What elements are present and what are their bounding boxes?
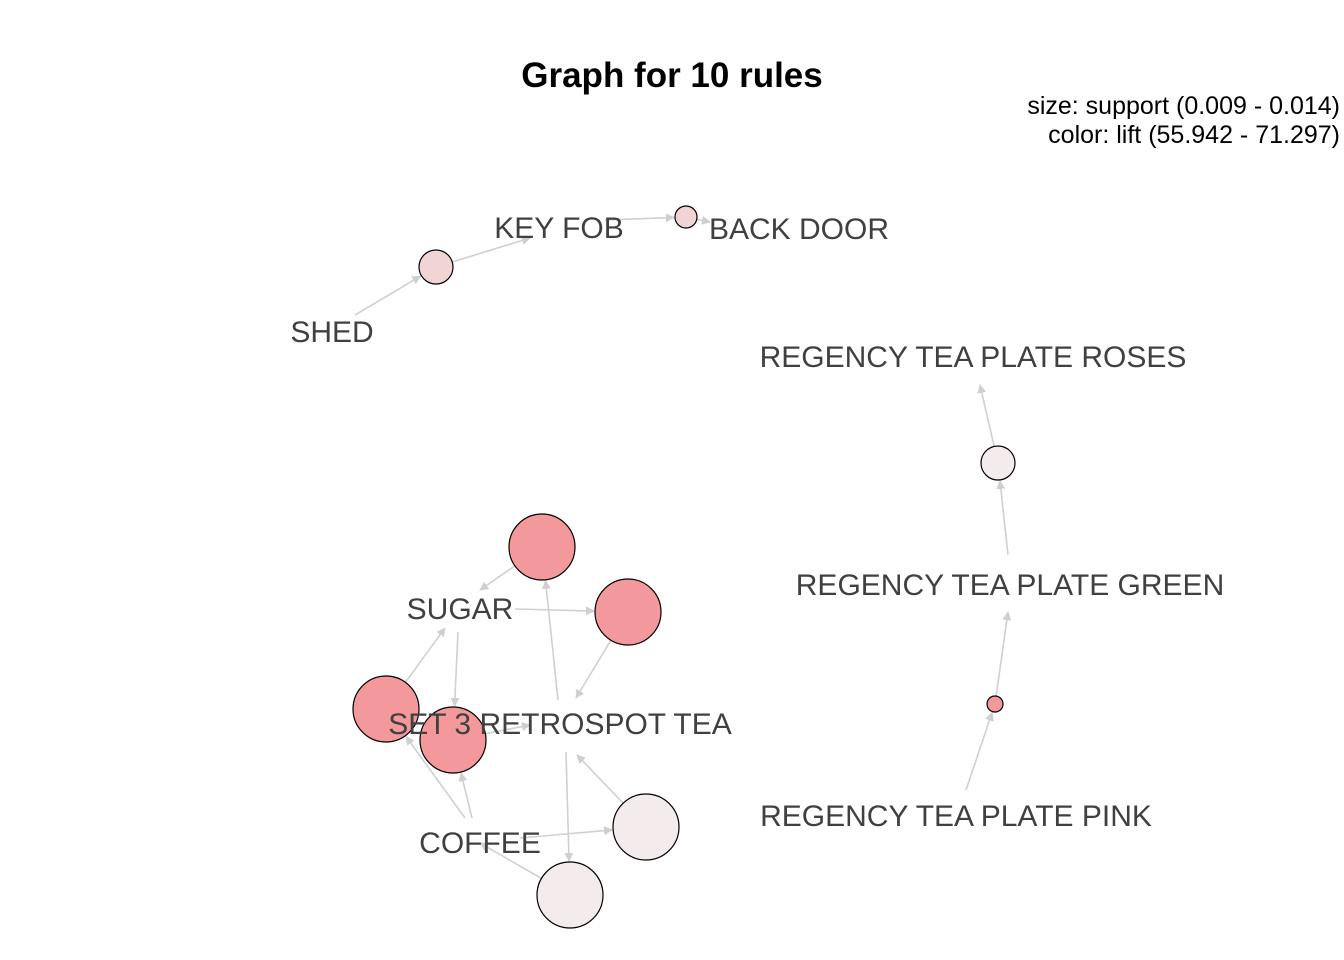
item-label-backdoor: BACK DOOR <box>709 213 889 246</box>
edge-coffee-to-r7 <box>405 735 466 819</box>
item-labels-layer: SHED KEY FOB BACK DOOR REGENCY TEA PLATE RO… <box>290 212 1224 860</box>
edge-r5-to-sugar <box>479 565 516 591</box>
edge-tea-to-r5 <box>541 579 559 701</box>
item-label-tea: SET 3 RETROSPOT TEA <box>388 708 731 741</box>
rule-node-r4 <box>986 695 1004 713</box>
edge-r6-to-tea <box>575 639 612 699</box>
item-label-sugar: SUGAR <box>407 593 514 626</box>
edge-coffee-to-r8 <box>458 772 473 819</box>
rule-node-r5 <box>508 513 576 581</box>
rule-node-r3 <box>980 445 1016 481</box>
item-label-keyfob: KEY FOB <box>494 212 624 245</box>
edge-sugar-to-r8 <box>450 631 460 707</box>
edge-r8-to-tea <box>485 722 531 735</box>
rule-node-r8 <box>419 706 487 774</box>
edge-r9-to-tea <box>576 754 624 804</box>
legend-color: color: lift (55.942 - 71.297) <box>1048 121 1340 149</box>
edges-layer <box>354 213 1012 880</box>
item-label-shed: SHED <box>290 316 373 349</box>
edge-keyfob-to-r2 <box>604 213 675 223</box>
legend-size: size: support (0.009 - 0.014) <box>1027 92 1340 120</box>
rule-node-r1 <box>418 249 454 285</box>
rule-nodes-layer <box>352 205 1016 929</box>
edge-r10-to-coffee <box>479 842 542 880</box>
item-label-green: REGENCY TEA PLATE GREEN <box>796 569 1224 602</box>
rule-node-r6 <box>594 578 662 646</box>
graph-title: Graph for 10 rules <box>521 56 823 95</box>
edge-pink-to-r4 <box>965 711 994 791</box>
edge-green-to-r3 <box>996 479 1009 556</box>
rule-node-r7 <box>352 675 420 743</box>
rule-node-r9 <box>612 793 680 861</box>
edge-shed-to-r1 <box>354 275 422 316</box>
rule-node-r10 <box>536 861 604 929</box>
item-label-coffee: COFFEE <box>419 827 541 860</box>
edge-r2-to-backdoor <box>696 215 711 225</box>
edge-sugar-to-r6 <box>514 606 595 616</box>
rule-node-r2 <box>674 205 698 229</box>
item-label-pink: REGENCY TEA PLATE PINK <box>760 800 1152 833</box>
edge-tea-to-r10 <box>564 751 574 862</box>
edge-r3-to-roses <box>977 384 995 447</box>
item-label-roses: REGENCY TEA PLATE ROSES <box>760 341 1187 374</box>
edge-r1-to-keyfob <box>452 236 531 263</box>
edge-r7-to-sugar <box>404 627 446 683</box>
edge-r4-to-green <box>995 611 1012 697</box>
edge-coffee-to-r9 <box>519 826 614 839</box>
